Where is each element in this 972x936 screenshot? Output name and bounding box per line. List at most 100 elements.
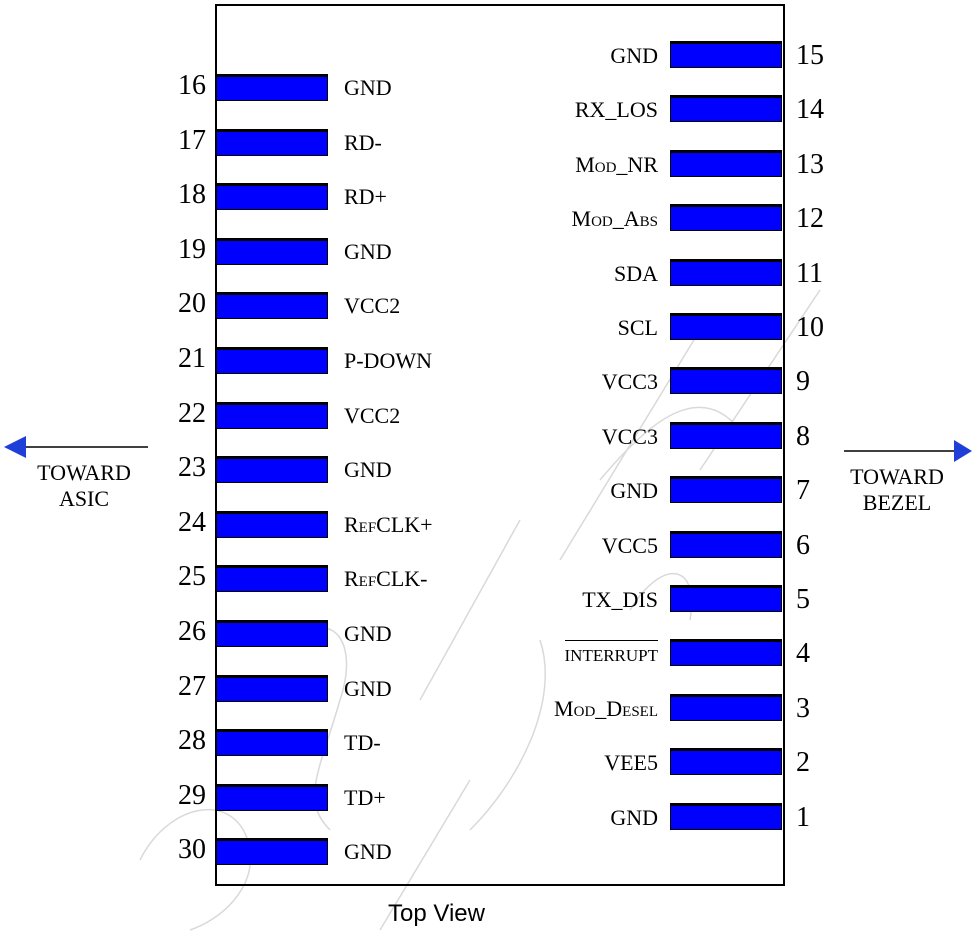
pin-label-9: VCC3 [601, 369, 658, 394]
pin-label-15: GND [610, 43, 658, 68]
pin-rect-18 [216, 183, 328, 210]
toward-bezel-label: TOWARD BEZEL [838, 464, 956, 516]
pin-label-30: GND [344, 839, 392, 864]
pin-number-26: 26 [178, 616, 206, 647]
toward-asic-line1: TOWARD [37, 460, 131, 485]
toward-asic-line2: ASIC [58, 486, 110, 511]
view-title: Top View [388, 900, 485, 927]
pin-label-13: Mod_NR [575, 152, 658, 177]
pin-rect-8 [670, 422, 782, 449]
pin-rect-27 [216, 675, 328, 702]
pin-label-10: SCL [617, 315, 658, 340]
pin-number-7: 7 [796, 475, 810, 506]
pin-label-29: TD+ [344, 785, 386, 810]
pin-label-7: GND [610, 478, 658, 503]
pin-label-2: VEE5 [604, 750, 658, 775]
pin-label-16: GND [344, 75, 392, 100]
pin-rect-30 [216, 838, 328, 865]
pin-rect-25 [216, 565, 328, 592]
pin-number-29: 29 [178, 780, 206, 811]
pin-label-25: RefCLK- [344, 566, 428, 591]
pin-number-21: 21 [178, 343, 206, 374]
pin-rect-22 [216, 402, 328, 429]
pin-number-23: 23 [178, 452, 206, 483]
pin-number-20: 20 [178, 288, 206, 319]
pin-rect-29 [216, 784, 328, 811]
pin-rect-21 [216, 347, 328, 374]
pin-number-22: 22 [178, 398, 206, 429]
pin-rect-1 [670, 803, 782, 830]
pin-rect-16 [216, 74, 328, 101]
pin-number-25: 25 [178, 561, 206, 592]
pin-rect-15 [670, 41, 782, 68]
pin-label-12: Mod_Abs [571, 206, 658, 231]
pin-rect-3 [670, 694, 782, 721]
pin-number-1: 1 [796, 802, 810, 833]
pin-number-28: 28 [178, 725, 206, 756]
pin-label-3: Mod_Desel [554, 696, 658, 721]
pin-label-8: VCC3 [601, 424, 658, 449]
pin-label-28: TD- [344, 730, 381, 755]
pin-rect-2 [670, 748, 782, 775]
pin-rect-19 [216, 238, 328, 265]
pin-rect-9 [670, 367, 782, 394]
pin-label-4: INTERRUPT [564, 640, 658, 668]
pin-number-6: 6 [796, 530, 810, 561]
pin-label-27: GND [344, 676, 392, 701]
pin-label-26: GND [344, 621, 392, 646]
pin-rect-5 [670, 585, 782, 612]
arrow-right-head [954, 440, 972, 462]
pin-label-22: VCC2 [344, 403, 401, 428]
pin-label-11: SDA [613, 261, 658, 286]
toward-bezel-line1: TOWARD [850, 464, 944, 489]
pin-number-10: 10 [796, 312, 824, 343]
pin-label-17: RD- [344, 130, 382, 155]
pin-number-9: 9 [796, 366, 810, 397]
pin-label-24: RefCLK+ [344, 512, 433, 537]
pin-number-17: 17 [178, 125, 206, 156]
pin-label-1: GND [610, 805, 658, 830]
pin-number-12: 12 [796, 203, 824, 234]
pin-number-11: 11 [796, 258, 823, 289]
toward-asic-label: TOWARD ASIC [24, 460, 144, 512]
pin-rect-12 [670, 204, 782, 231]
pin-rect-10 [670, 313, 782, 340]
pin-rect-24 [216, 511, 328, 538]
pin-number-2: 2 [796, 747, 810, 778]
pin-number-4: 4 [796, 638, 810, 669]
pin-number-8: 8 [796, 421, 810, 452]
pin-label-23: GND [344, 457, 392, 482]
pin-number-5: 5 [796, 584, 810, 615]
pin-label-5: TX_DIS [582, 587, 658, 612]
pin-label-20: VCC2 [344, 293, 401, 318]
pin-rect-6 [670, 531, 782, 558]
pin-number-16: 16 [178, 70, 206, 101]
pin-number-24: 24 [178, 507, 206, 538]
pin-rect-14 [670, 95, 782, 122]
pin-rect-23 [216, 456, 328, 483]
arrow-left-head [4, 436, 26, 458]
pin-rect-11 [670, 259, 782, 286]
pin-label-6: VCC5 [601, 533, 658, 558]
pin-number-15: 15 [796, 40, 824, 71]
pin-rect-26 [216, 620, 328, 647]
pin-label-19: GND [344, 239, 392, 264]
pin-number-3: 3 [796, 693, 810, 724]
pin-number-19: 19 [178, 234, 206, 265]
pin-number-14: 14 [796, 94, 824, 125]
pin-number-27: 27 [178, 671, 206, 702]
module-board [215, 4, 785, 886]
pin-rect-17 [216, 129, 328, 156]
pin-number-13: 13 [796, 149, 824, 180]
arrow-left-icon [4, 436, 148, 458]
pin-number-18: 18 [178, 179, 206, 210]
pin-label-18: RD+ [344, 184, 387, 209]
pin-number-30: 30 [178, 834, 206, 865]
pin-label-14: RX_LOS [574, 97, 658, 122]
pin-rect-28 [216, 729, 328, 756]
pin-rect-20 [216, 292, 328, 319]
pin-rect-4 [670, 639, 782, 666]
pin-rect-7 [670, 476, 782, 503]
pin-rect-13 [670, 150, 782, 177]
pin-label-21: P-DOWN [344, 348, 432, 373]
